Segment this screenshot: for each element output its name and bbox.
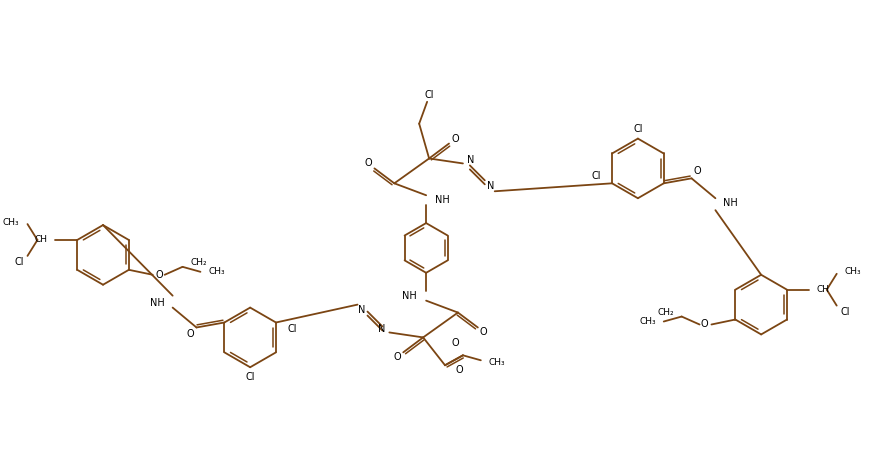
Text: O: O: [450, 134, 458, 144]
Text: Cl: Cl: [632, 124, 642, 134]
Text: CH₂: CH₂: [657, 308, 673, 317]
Text: O: O: [450, 338, 458, 348]
Text: Cl: Cl: [424, 90, 434, 100]
Text: CH₃: CH₃: [638, 317, 655, 326]
Text: O: O: [479, 327, 487, 337]
Text: N: N: [357, 305, 365, 315]
Text: CH: CH: [34, 236, 47, 245]
Text: O: O: [186, 329, 194, 339]
Text: Cl: Cl: [839, 307, 849, 317]
Text: O: O: [693, 167, 701, 177]
Text: Cl: Cl: [591, 171, 601, 181]
Text: Cl: Cl: [287, 325, 297, 335]
Text: Cl: Cl: [245, 372, 255, 382]
Text: Cl: Cl: [14, 257, 24, 267]
Text: N: N: [486, 181, 493, 191]
Text: O: O: [155, 270, 163, 280]
Text: CH₃: CH₃: [3, 218, 19, 227]
Text: NH: NH: [402, 291, 417, 301]
Text: O: O: [700, 319, 708, 329]
Text: O: O: [393, 352, 400, 362]
Text: CH: CH: [816, 285, 829, 294]
Text: NH: NH: [435, 195, 450, 205]
Text: CH₃: CH₃: [844, 268, 860, 276]
Text: NH: NH: [150, 298, 164, 307]
Text: O: O: [455, 365, 462, 375]
Text: NH: NH: [723, 198, 738, 208]
Text: N: N: [466, 156, 474, 166]
Text: CH₃: CH₃: [208, 268, 225, 276]
Text: N: N: [378, 325, 385, 335]
Text: CH₃: CH₃: [488, 358, 505, 367]
Text: O: O: [364, 159, 372, 169]
Text: CH₂: CH₂: [191, 258, 207, 268]
